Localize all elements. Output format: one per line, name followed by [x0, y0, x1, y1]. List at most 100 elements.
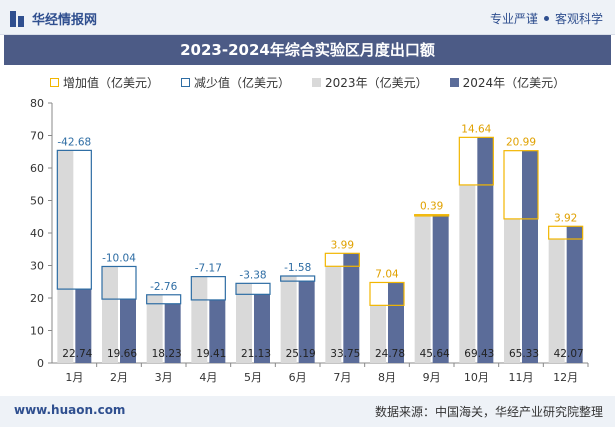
value-label-2024: 19.41 [196, 348, 226, 360]
chart-title: 2023-2024年综合实验区月度出口额 [180, 41, 435, 59]
bar-2023 [325, 266, 342, 363]
change-label: -7.17 [195, 263, 222, 275]
legend-2024: 2024年（亿美元） [449, 74, 566, 91]
x-tick-label: 12月 [553, 371, 578, 384]
y-tick-label: 50 [30, 195, 44, 208]
bar-2023 [370, 305, 386, 363]
bar-2023 [236, 283, 252, 363]
legend-decrease-swatch [181, 77, 191, 87]
y-tick-label: 70 [30, 130, 44, 143]
bar-2023 [146, 294, 163, 363]
change-label: -42.68 [57, 136, 91, 148]
y-tick-label: 10 [30, 325, 44, 338]
title-bar: 2023-2024年综合实验区月度出口额 [4, 35, 611, 65]
legend: 增加值（亿美元） 减少值（亿美元） 2023年（亿美元） 2024年（亿美元） [50, 73, 565, 91]
x-tick-label: 10月 [464, 371, 489, 384]
legend-decrease: 减少值（亿美元） [181, 74, 290, 91]
decrease-box [235, 282, 271, 295]
decrease-box [146, 294, 182, 305]
bar-2023 [102, 266, 118, 363]
value-label-2024: 25.19 [286, 348, 316, 360]
bar-2023 [414, 215, 431, 363]
bar-2024 [298, 281, 315, 363]
bar-2023 [57, 150, 74, 363]
change-label: 20.99 [506, 137, 536, 149]
bar-2023 [548, 239, 565, 363]
legend-2024-swatch [449, 77, 459, 87]
bar-2024 [254, 294, 270, 363]
y-tick-label: 0 [37, 357, 44, 370]
footer: www.huaon.com 数据来源：中国海关，华经产业研究院整理 [0, 396, 615, 427]
x-tick-label: 5月 [244, 371, 262, 384]
increase-box [324, 252, 360, 267]
change-label: -1.58 [284, 262, 311, 274]
increase-box [548, 225, 584, 240]
footer-source: 数据来源：中国海关，华经产业研究院整理 [374, 405, 603, 419]
x-tick-label: 9月 [423, 371, 441, 384]
x-tick-label: 1月 [65, 371, 83, 384]
legend-2023: 2023年（亿美元） [312, 74, 428, 91]
decrease-box [280, 275, 316, 282]
legend-2024-label: 2024年（亿美元） [462, 75, 566, 90]
bar-2024 [120, 299, 136, 363]
legend-2023-swatch [312, 77, 322, 87]
decrease-box [190, 276, 226, 301]
bar-2024 [209, 299, 226, 363]
slogan-left: 专业严谨 [489, 12, 538, 26]
y-tick-label: 60 [30, 162, 44, 175]
value-label-2024: 22.74 [62, 348, 92, 360]
x-tick-label: 2月 [110, 371, 128, 384]
y-tick-label: 30 [30, 260, 44, 273]
change-label: -3.38 [239, 269, 266, 281]
x-tick-label: 6月 [289, 371, 307, 384]
x-tick-label: 8月 [378, 371, 396, 384]
value-label-2024: 18.23 [152, 348, 182, 360]
x-tick-label: 7月 [333, 371, 351, 384]
bar-2023 [459, 184, 476, 363]
increase-box [503, 150, 539, 220]
legend-increase: 增加值（亿美元） [50, 74, 159, 91]
change-label: 14.64 [461, 123, 491, 135]
bar-2024 [388, 282, 404, 363]
logo-icon [10, 10, 26, 27]
increase-box [414, 214, 450, 217]
logo: 华经情报网 [10, 9, 97, 28]
slogan: 专业严谨 客观科学 [490, 10, 603, 27]
top-bar: 华经情报网 专业严谨 客观科学 [0, 0, 615, 35]
value-label-2024: 69.43 [464, 348, 494, 360]
decrease-box [101, 265, 137, 300]
dot-icon [543, 16, 549, 21]
y-tick-label: 40 [30, 227, 44, 240]
bar-2024 [164, 303, 181, 363]
legend-2023-label: 2023年（亿美元） [325, 75, 428, 90]
change-label: 7.04 [375, 268, 399, 280]
value-label-2024: 42.07 [554, 348, 584, 360]
change-label: -10.04 [102, 252, 136, 264]
bar-2024 [566, 226, 583, 363]
change-label: 0.39 [420, 201, 443, 213]
change-label: 3.99 [331, 239, 354, 251]
change-label: -2.76 [150, 281, 177, 293]
footer-website: www.huaon.com [14, 403, 126, 417]
bar-2023 [191, 276, 208, 363]
bar-chart: 0 10 20 30 40 50 60 70 80 1月 -42.68 22.74 2月 -10.04 19… [30, 97, 589, 384]
legend-decrease-label: 减少值（亿美元） [194, 75, 291, 90]
x-tick-label: 4月 [199, 371, 217, 384]
bar-2023 [280, 275, 297, 363]
value-label-2024: 65.33 [509, 348, 539, 360]
bar-2023 [504, 218, 520, 363]
change-label: 3.92 [554, 212, 577, 224]
bar-2024 [432, 214, 449, 363]
slogan-right: 客观科学 [554, 12, 603, 26]
value-label-2024: 21.13 [241, 348, 271, 360]
y-tick-label: 80 [30, 97, 44, 110]
decrease-box [56, 149, 92, 290]
value-label-2024: 45.64 [420, 348, 450, 360]
bar-2024 [75, 289, 92, 363]
value-label-2024: 19.66 [107, 348, 137, 360]
y-tick-label: 20 [30, 292, 44, 305]
x-tick-label: 11月 [509, 371, 534, 384]
increase-box [369, 281, 405, 306]
x-tick-label: 3月 [155, 371, 173, 384]
increase-box [458, 136, 494, 186]
